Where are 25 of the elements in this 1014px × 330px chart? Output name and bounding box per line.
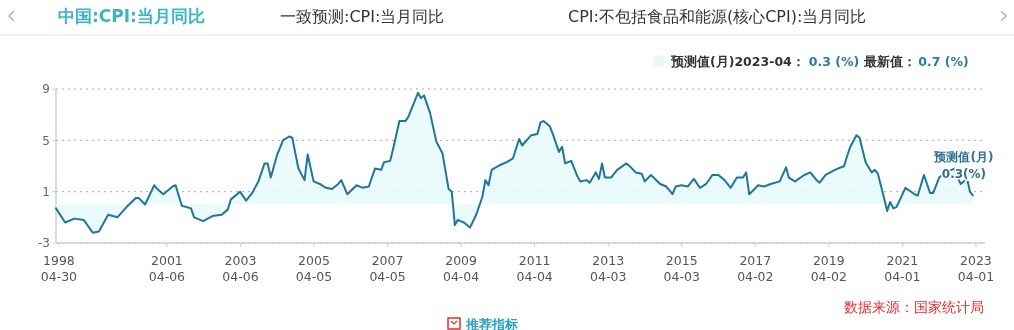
text: 预测值(月)2023-04：	[670, 54, 805, 69]
source-note: 数据来源：国家统计局	[844, 299, 984, 315]
x-tick-label: 1998 04-30	[40, 253, 78, 284]
text: 最新值：	[863, 54, 917, 69]
y-tick-label: -3	[38, 236, 50, 251]
x-tick-label: 2023 04-01	[957, 253, 995, 284]
y-tick-label: 9	[42, 82, 50, 97]
x-tick-label: 2013 04-03	[590, 253, 627, 284]
text: 0.3 (%)	[808, 54, 860, 69]
x-tick-label: 2021 04-01	[884, 253, 921, 284]
x-tick-label: 2019 04-02	[810, 253, 847, 284]
x-tick-label: 2007 04-05	[369, 253, 406, 284]
y-tick-label: 5	[42, 133, 50, 148]
y-tick-label: 1	[42, 184, 50, 199]
x-tick-label: 2001 04-06	[148, 253, 186, 284]
x-tick-label: 2015 04-03	[663, 253, 700, 284]
text: 0.7 (%)	[918, 54, 969, 69]
x-tick-label: 2009 04-04	[442, 253, 480, 284]
x-tick-label: 2003 04-06	[222, 253, 259, 284]
x-tick-label: 2005 04-05	[295, 253, 333, 284]
text: CPI:不包括食品和能源(核心CPI):当月同比	[568, 7, 867, 26]
text: 一致预测:CPI:当月同比	[280, 7, 445, 26]
chart-title: 中国:CPI:当月同比	[58, 6, 205, 26]
x-tick-label: 2011 04-04	[516, 253, 553, 284]
x-tick-label: 2017 04-02	[737, 253, 774, 284]
